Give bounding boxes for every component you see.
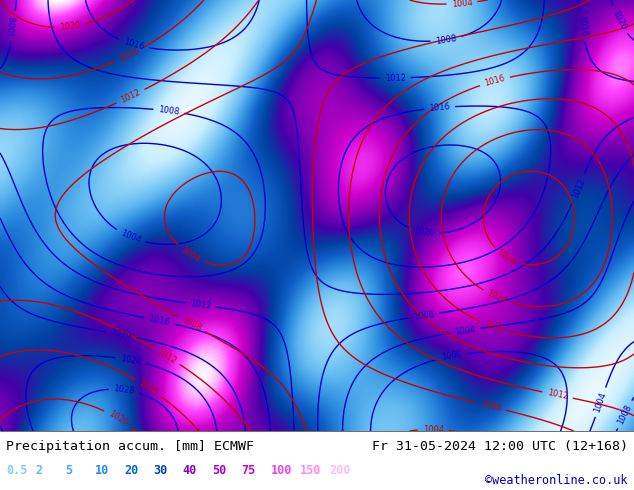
Text: 5: 5 xyxy=(65,464,72,477)
Text: 75: 75 xyxy=(242,464,256,477)
Text: 1016: 1016 xyxy=(576,15,588,37)
Text: 1016: 1016 xyxy=(137,378,160,397)
Text: 30: 30 xyxy=(153,464,167,477)
Text: 1020: 1020 xyxy=(610,9,628,32)
Text: 1016: 1016 xyxy=(118,46,141,64)
Text: 1004: 1004 xyxy=(423,425,444,434)
Text: 1008: 1008 xyxy=(616,403,633,426)
Text: 1012: 1012 xyxy=(547,389,569,402)
Text: 1004: 1004 xyxy=(593,391,608,414)
Text: Fr 31-05-2024 12:00 UTC (12+168): Fr 31-05-2024 12:00 UTC (12+168) xyxy=(372,440,628,453)
Text: 1024: 1024 xyxy=(119,354,142,367)
Text: 1012: 1012 xyxy=(155,346,178,366)
Text: 1028: 1028 xyxy=(113,384,135,396)
Text: 1008: 1008 xyxy=(180,315,203,333)
Text: 1012: 1012 xyxy=(384,74,406,83)
Text: ©weatheronline.co.uk: ©weatheronline.co.uk xyxy=(485,474,628,487)
Text: 0.5: 0.5 xyxy=(6,464,28,477)
Text: 1020: 1020 xyxy=(59,21,81,32)
Text: 1012: 1012 xyxy=(119,88,142,105)
Text: 1000: 1000 xyxy=(441,349,463,362)
Text: 2: 2 xyxy=(36,464,43,477)
Text: 1020: 1020 xyxy=(413,226,435,239)
Text: 1020: 1020 xyxy=(482,319,505,335)
Text: 150: 150 xyxy=(301,464,321,477)
Text: 1004: 1004 xyxy=(119,229,142,245)
Text: 1008: 1008 xyxy=(8,15,19,37)
Text: 100: 100 xyxy=(271,464,292,477)
Text: 1004: 1004 xyxy=(454,324,476,337)
Text: 1020: 1020 xyxy=(107,409,129,428)
Text: 1004: 1004 xyxy=(451,0,473,8)
Text: 1016: 1016 xyxy=(484,74,506,88)
Text: 50: 50 xyxy=(212,464,226,477)
Text: 1028: 1028 xyxy=(496,248,518,267)
Text: 10: 10 xyxy=(94,464,109,477)
Text: Precipitation accum. [mm] ECMWF: Precipitation accum. [mm] ECMWF xyxy=(6,440,254,453)
Text: 1016: 1016 xyxy=(122,37,145,52)
Text: 1024: 1024 xyxy=(486,289,508,306)
Text: 200: 200 xyxy=(330,464,351,477)
Text: 1008: 1008 xyxy=(158,105,180,117)
Text: 1020: 1020 xyxy=(110,328,133,341)
Text: 1008: 1008 xyxy=(479,399,502,413)
Text: 1012: 1012 xyxy=(190,299,212,311)
Text: 1016: 1016 xyxy=(429,102,451,113)
Text: 1016: 1016 xyxy=(148,314,171,327)
Text: 1008: 1008 xyxy=(435,34,457,46)
Text: 1012: 1012 xyxy=(571,177,586,199)
Text: 1004: 1004 xyxy=(179,245,202,264)
Text: 40: 40 xyxy=(183,464,197,477)
Text: 1008: 1008 xyxy=(413,309,435,321)
Text: 20: 20 xyxy=(124,464,138,477)
